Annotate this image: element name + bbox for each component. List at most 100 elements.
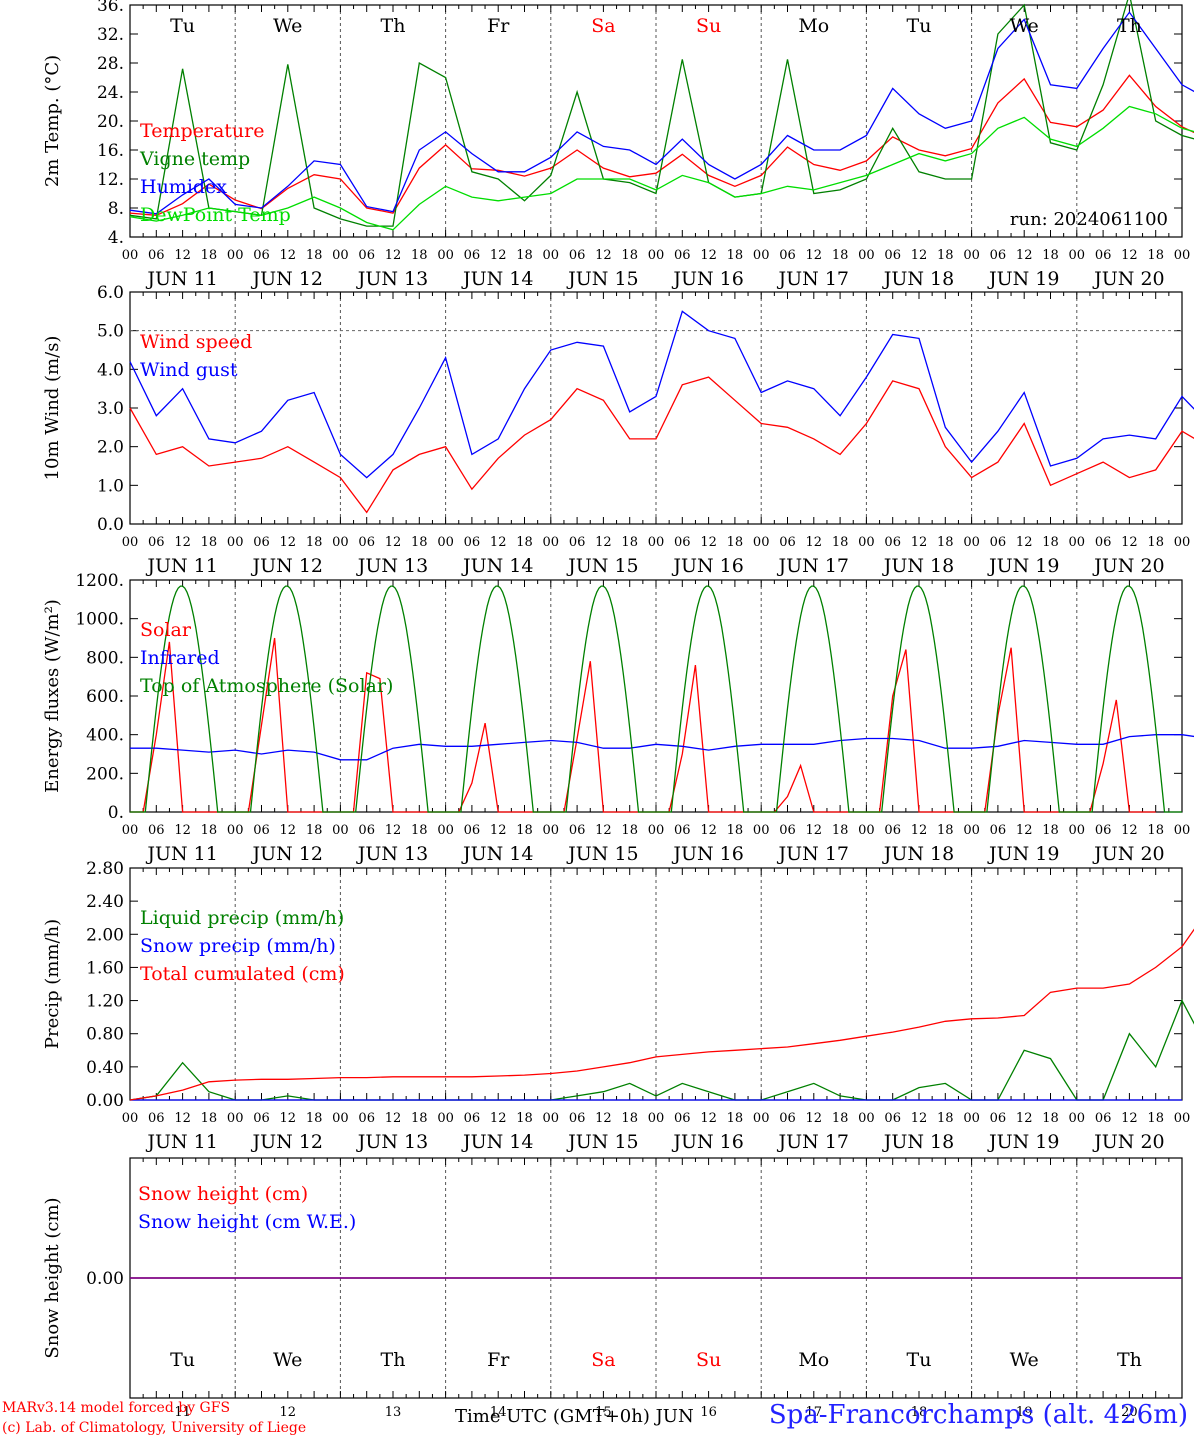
hour-tick-label: 06 — [1095, 248, 1112, 263]
hour-tick-label: 12 — [490, 1111, 507, 1126]
lab-credit: (c) Lab. of Climatology, University of L… — [2, 1420, 307, 1436]
hour-tick-label: 06 — [358, 535, 375, 550]
hour-tick-label: 18 — [727, 248, 744, 263]
day-label: JUN 12 — [251, 1131, 323, 1153]
day-number: 17 — [806, 1405, 823, 1420]
hour-tick-label: 12 — [595, 823, 612, 838]
hour-tick-label: 12 — [490, 535, 507, 550]
hour-tick-label: 12 — [806, 535, 823, 550]
hour-tick-label: 18 — [411, 823, 428, 838]
hour-tick-label: 00 — [332, 535, 349, 550]
hour-tick-label: 18 — [516, 823, 533, 838]
y-tick-label: 600. — [86, 687, 124, 707]
panel-4 — [129, 867, 1194, 1101]
hour-tick-label: 18 — [306, 248, 323, 263]
hour-tick-label: 12 — [174, 248, 191, 263]
y-tick-label: 0.40 — [86, 1058, 124, 1078]
day-label: JUN 12 — [251, 268, 323, 290]
legend-entry: Solar — [140, 619, 192, 641]
hour-tick-label: 12 — [911, 535, 928, 550]
hour-tick-label: 00 — [1174, 823, 1191, 838]
hour-tick-label: 06 — [464, 823, 481, 838]
weekday-label: Su — [696, 1349, 721, 1371]
hour-tick-label: 12 — [595, 535, 612, 550]
day-label: JUN 11 — [145, 843, 217, 865]
day-number: 20 — [1121, 1405, 1138, 1420]
hour-tick-label: 18 — [201, 1111, 218, 1126]
hour-tick-label: 00 — [122, 823, 139, 838]
day-label: JUN 17 — [777, 843, 849, 865]
hour-tick-label: 06 — [674, 1111, 691, 1126]
hour-tick-label: 00 — [122, 535, 139, 550]
hour-tick-label: 06 — [253, 1111, 270, 1126]
y-tick-label: 800. — [86, 648, 124, 668]
hour-tick-label: 00 — [1174, 535, 1191, 550]
hour-tick-label: 12 — [385, 823, 402, 838]
hour-tick-label: 06 — [674, 248, 691, 263]
day-label: JUN 14 — [461, 1131, 533, 1153]
hour-tick-label: 00 — [1069, 248, 1086, 263]
hour-tick-label: 18 — [832, 248, 849, 263]
hour-tick-label: 00 — [227, 823, 244, 838]
weekday-label: We — [1010, 1349, 1039, 1371]
hour-tick-label: 00 — [122, 248, 139, 263]
hour-tick-label: 12 — [911, 823, 928, 838]
hour-tick-label: 12 — [1016, 1111, 1033, 1126]
hour-tick-label: 12 — [911, 248, 928, 263]
hour-tick-label: 00 — [753, 1111, 770, 1126]
hour-tick-label: 12 — [1016, 823, 1033, 838]
day-label: JUN 11 — [145, 1131, 217, 1153]
series-line — [130, 734, 1194, 761]
legend-entry: Vigne temp — [139, 148, 250, 170]
legend-entry: Wind gust — [140, 359, 238, 381]
y-axis-label: Snow height (cm) — [42, 1197, 63, 1358]
legend-entry: Humidex — [140, 176, 227, 198]
weekday-label: Mo — [798, 15, 829, 37]
day-label: JUN 11 — [145, 268, 217, 290]
series-line — [129, 11, 1194, 215]
legend-entry: Wind speed — [140, 331, 252, 353]
y-tick-label: 1.20 — [86, 992, 124, 1012]
panel-2 — [129, 291, 1194, 525]
hour-tick-label: 06 — [884, 823, 901, 838]
hour-tick-label: 12 — [490, 823, 507, 838]
hour-tick-label: 18 — [1147, 535, 1164, 550]
hour-tick-label: 18 — [1042, 823, 1059, 838]
day-label: JUN 20 — [1092, 268, 1164, 290]
hour-tick-label: 18 — [832, 823, 849, 838]
hour-tick-label: 00 — [543, 535, 560, 550]
hour-tick-label: 00 — [332, 248, 349, 263]
hour-tick-label: 12 — [806, 248, 823, 263]
hour-tick-label: 06 — [990, 823, 1007, 838]
y-tick-label: 4.0 — [97, 360, 124, 380]
hour-tick-label: 18 — [306, 535, 323, 550]
day-label: JUN 18 — [882, 555, 954, 577]
hour-tick-label: 06 — [674, 823, 691, 838]
legend-entry: Snow height (cm) — [138, 1183, 308, 1205]
hour-tick-label: 18 — [621, 823, 638, 838]
hour-tick-label: 06 — [358, 823, 375, 838]
y-axis-label: 2m Temp. (°C) — [42, 55, 63, 187]
hour-tick-label: 00 — [1174, 248, 1191, 263]
hour-tick-label: 12 — [280, 1111, 297, 1126]
hour-tick-label: 12 — [385, 1111, 402, 1126]
legend-entry: Total cumulated (cm) — [140, 963, 345, 985]
legend-entry: Temperature — [140, 120, 264, 142]
weekday-label: Th — [1117, 15, 1142, 37]
series-line — [129, 105, 1194, 231]
weekday-label: Mo — [798, 1349, 829, 1371]
hour-tick-label: 12 — [700, 823, 717, 838]
hour-tick-label: 06 — [1095, 1111, 1112, 1126]
hour-tick-label: 00 — [753, 823, 770, 838]
hour-tick-label: 06 — [569, 535, 586, 550]
hour-tick-label: 18 — [516, 535, 533, 550]
hour-tick-label: 00 — [227, 248, 244, 263]
hour-tick-label: 12 — [280, 248, 297, 263]
hour-tick-label: 00 — [332, 823, 349, 838]
hour-tick-label: 18 — [1147, 248, 1164, 263]
day-label: JUN 19 — [987, 268, 1059, 290]
day-label: JUN 11 — [145, 555, 217, 577]
weekday-label: We — [273, 15, 302, 37]
hour-tick-label: 00 — [1069, 535, 1086, 550]
hour-tick-label: 18 — [516, 1111, 533, 1126]
